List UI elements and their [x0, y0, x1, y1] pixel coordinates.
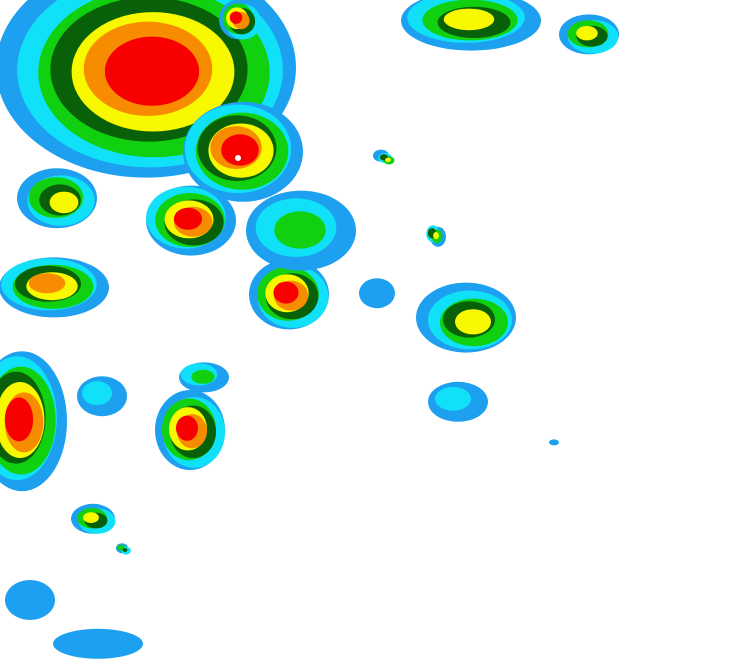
storm-cell	[71, 503, 116, 534]
peak-marker	[235, 155, 241, 161]
storm-cell	[155, 390, 225, 470]
storm-cell	[426, 225, 446, 247]
reflectivity-band-yellow	[49, 191, 79, 214]
reflectivity-band-yellow	[443, 8, 495, 31]
reflectivity-band-yellow	[576, 26, 598, 41]
storm-cell	[5, 580, 55, 620]
reflectivity-band-red	[273, 281, 299, 304]
reflectivity-band-light-blue	[53, 628, 143, 659]
reflectivity-band-green	[117, 544, 125, 551]
storm-cell	[428, 381, 488, 422]
storm-cell	[549, 439, 559, 446]
storm-cell	[401, 0, 541, 51]
reflectivity-band-red	[221, 134, 259, 166]
storm-cell	[373, 149, 395, 165]
reflectivity-band-red	[104, 36, 200, 106]
storm-cell	[359, 278, 395, 309]
storm-cell	[416, 282, 516, 353]
storm-cell	[0, 351, 67, 492]
reflectivity-band-yellow	[433, 232, 439, 240]
storm-cell	[146, 185, 236, 256]
reflectivity-band-light-blue	[549, 439, 559, 446]
storm-cell	[246, 190, 356, 271]
reflectivity-band-dark-green	[122, 548, 128, 552]
storm-cell	[116, 543, 131, 555]
reflectivity-band-orange	[28, 273, 66, 294]
reflectivity-band-light-blue	[5, 580, 55, 620]
storm-cell	[77, 376, 127, 417]
storm-cell	[559, 14, 619, 55]
reflectivity-band-green	[274, 211, 326, 249]
storm-cell	[53, 628, 143, 659]
reflectivity-band-yellow	[385, 157, 391, 162]
reflectivity-band-yellow	[83, 512, 99, 523]
reflectivity-band-yellow	[455, 309, 491, 335]
reflectivity-band-green	[191, 369, 215, 384]
storm-cell	[17, 168, 97, 229]
storm-cell	[183, 101, 303, 202]
reflectivity-band-red	[4, 397, 34, 442]
storm-cell	[219, 0, 261, 40]
storm-cell	[0, 257, 109, 318]
storm-cell	[249, 259, 329, 330]
reflectivity-band-red	[229, 11, 243, 24]
reflectivity-band-cyan	[82, 381, 112, 406]
reflectivity-band-red	[176, 415, 198, 441]
storm-cell	[179, 362, 229, 393]
reflectivity-band-red	[173, 207, 203, 230]
reflectivity-band-cyan	[435, 386, 471, 411]
reflectivity-band-light-blue	[359, 278, 395, 309]
